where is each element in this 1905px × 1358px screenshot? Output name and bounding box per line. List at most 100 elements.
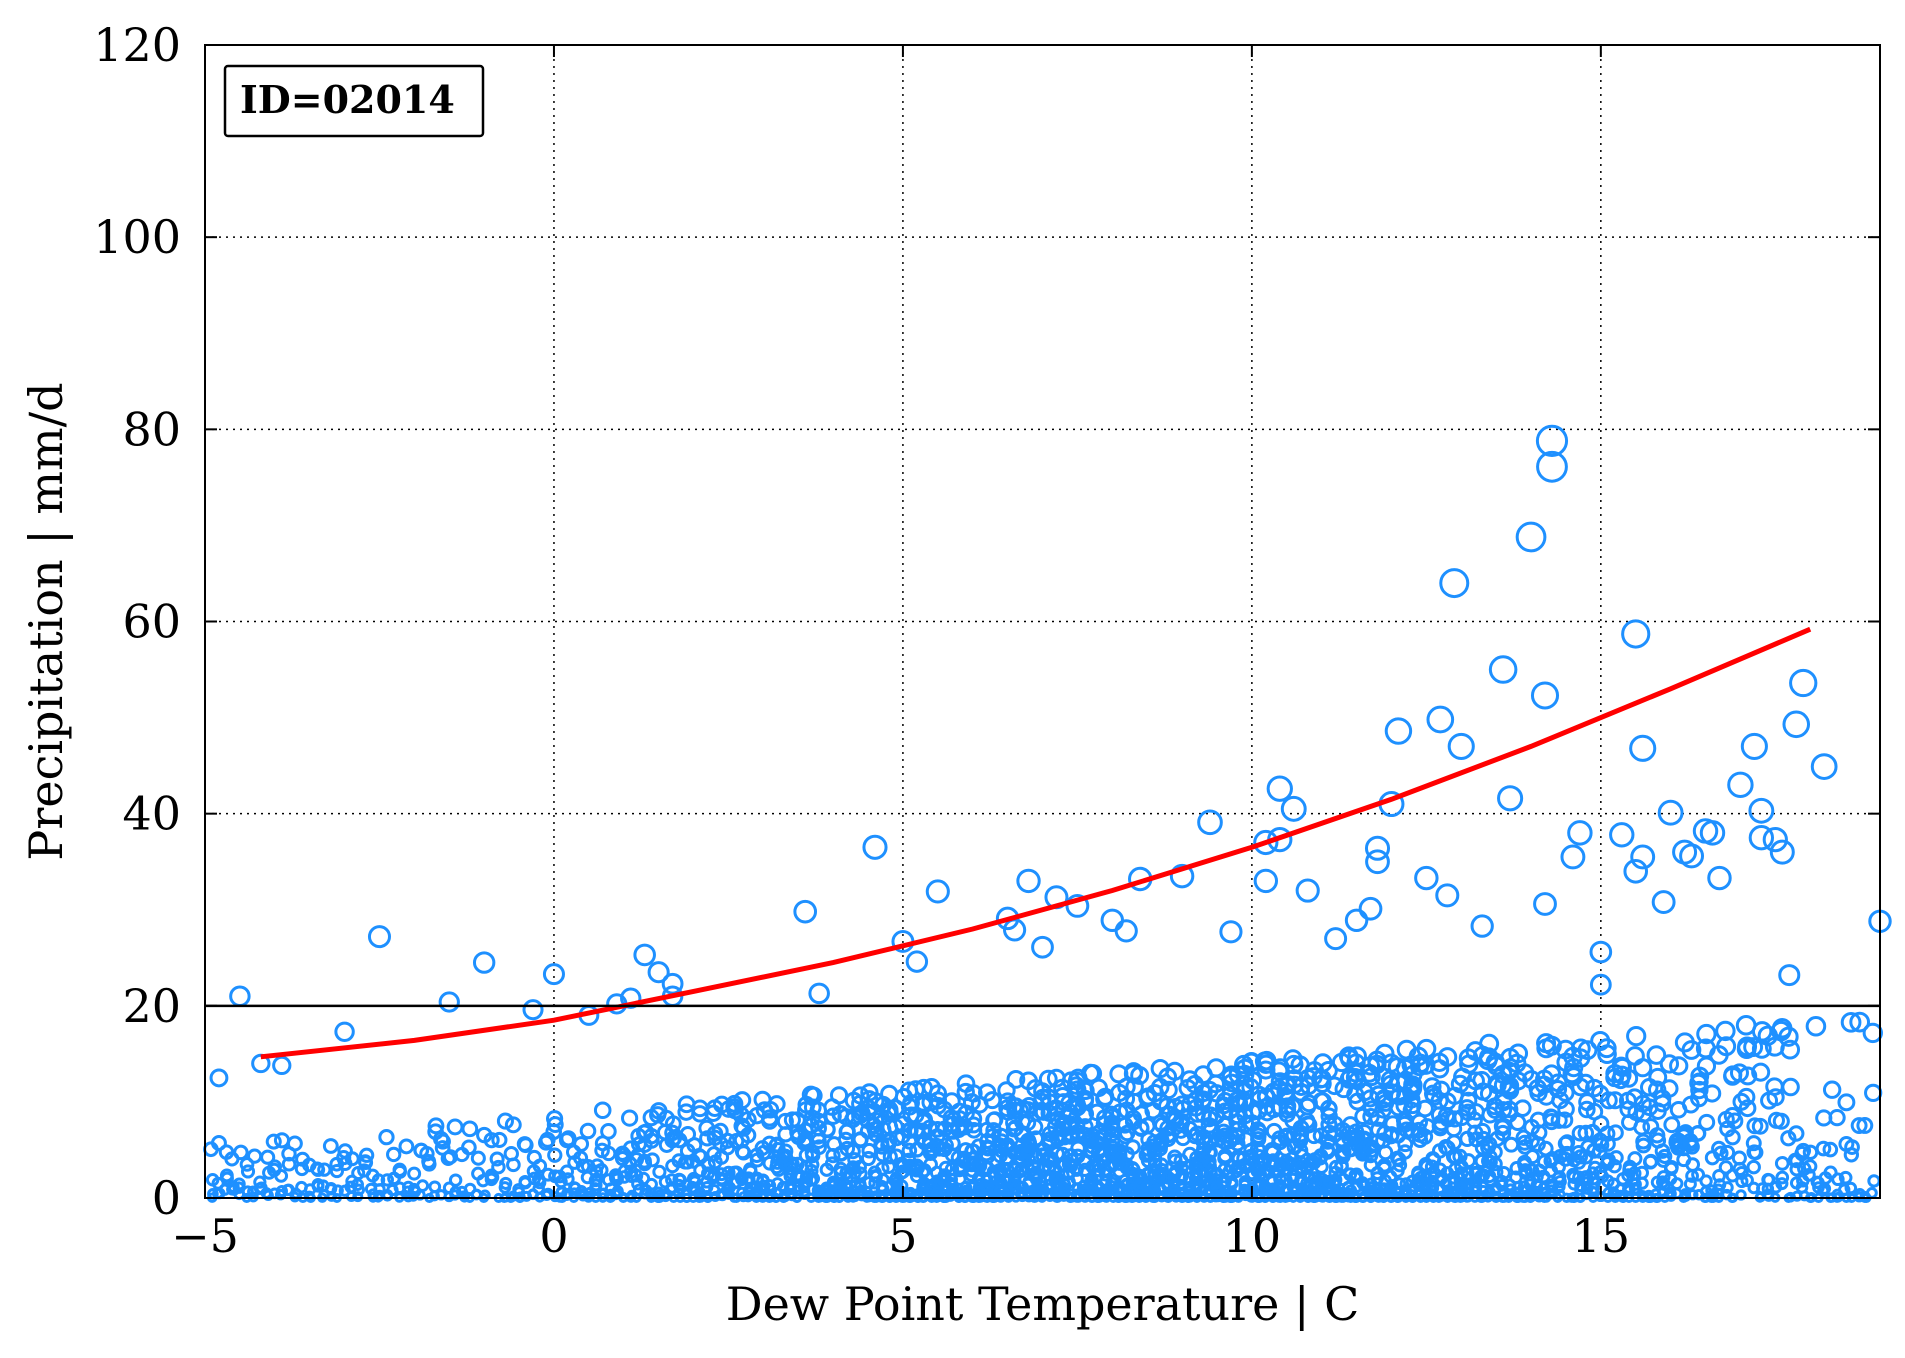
data-point: [1577, 1040, 1598, 1061]
data-point: [483, 1132, 500, 1149]
x-tick-label: 15: [1572, 1209, 1631, 1263]
data-point: [679, 1154, 695, 1170]
data-point: [767, 1095, 786, 1113]
data-point: [1238, 1178, 1252, 1192]
data-point: [1424, 1159, 1440, 1175]
data-point: [1377, 1158, 1392, 1173]
data-point: [1295, 878, 1320, 903]
data-point: [546, 1116, 564, 1134]
data-point: [1862, 1022, 1883, 1044]
data-point: [760, 1109, 779, 1127]
data-point: [1747, 1144, 1764, 1161]
data-point: [1277, 1141, 1294, 1157]
data-point: [1503, 1136, 1520, 1153]
data-point: [1256, 1060, 1276, 1080]
data-point: [1609, 822, 1635, 848]
data-point: [1197, 809, 1223, 836]
data-point: [1633, 1118, 1651, 1136]
data-point: [559, 1164, 575, 1179]
x-tick-label: 5: [888, 1209, 917, 1263]
data-point: [1363, 1147, 1379, 1164]
data-point: [1822, 1141, 1839, 1158]
data-point: [1076, 1105, 1095, 1123]
data-point: [862, 834, 888, 860]
data-point: [533, 1176, 547, 1190]
data-point: [1780, 1039, 1801, 1060]
data-point: [1250, 1163, 1265, 1179]
data-point: [1654, 1143, 1671, 1159]
data-point: [241, 1185, 254, 1198]
data-point: [491, 1159, 506, 1175]
data-point: [1729, 1063, 1749, 1083]
data-point: [1621, 1168, 1636, 1183]
data-point: [1125, 1160, 1140, 1176]
data-point: [1537, 1154, 1552, 1170]
data-point: [1635, 1176, 1649, 1190]
data-point: [1319, 1100, 1338, 1118]
data-point: [1738, 1099, 1757, 1118]
data-point: [547, 1147, 563, 1163]
data-point: [1657, 799, 1684, 826]
data-point: [829, 1086, 849, 1105]
data-point: [416, 1179, 430, 1193]
data-point: [1344, 908, 1369, 933]
data-point: [1740, 732, 1768, 760]
data-point: [220, 1171, 234, 1186]
data-point: [1775, 1177, 1789, 1191]
data-point: [1470, 914, 1494, 938]
data-point: [434, 1133, 451, 1150]
data-point: [1201, 1144, 1217, 1161]
data-point: [461, 1120, 479, 1138]
data-point: [1689, 1125, 1707, 1142]
data-point: [1719, 1144, 1736, 1161]
data-point: [358, 1147, 375, 1163]
data-point: [808, 982, 830, 1005]
data-point: [281, 1156, 297, 1172]
data-point: [310, 1161, 325, 1176]
data-point: [1867, 1174, 1881, 1188]
data-point: [1111, 1142, 1128, 1159]
data-point: [1648, 1127, 1666, 1144]
data-point: [1810, 753, 1838, 780]
y-tick-label: 80: [122, 402, 181, 456]
data-point: [1324, 927, 1348, 951]
data-point: [386, 1146, 402, 1163]
data-point: [1731, 1150, 1747, 1166]
data-point: [1607, 1124, 1624, 1141]
data-point: [633, 943, 656, 967]
data-point: [378, 1129, 395, 1146]
data-point: [472, 951, 496, 974]
data-point: [944, 1172, 958, 1187]
data-point: [1384, 717, 1413, 745]
data-point: [331, 1184, 344, 1197]
data-point: [438, 991, 460, 1013]
data-point: [1646, 1045, 1667, 1065]
data-point: [1823, 1165, 1838, 1180]
data-point: [461, 1139, 477, 1156]
data-point: [1100, 908, 1125, 933]
data-point: [1430, 1091, 1449, 1110]
data-point: [1038, 1069, 1058, 1089]
data-point: [860, 1185, 873, 1198]
data-point: [875, 1179, 889, 1193]
data-point: [649, 1106, 667, 1124]
data-point: [1273, 1172, 1287, 1186]
data-point: [1397, 1144, 1413, 1160]
data-point: [1533, 892, 1557, 916]
data-point: [1416, 1099, 1434, 1118]
data-point: [1382, 1128, 1400, 1145]
data-point: [804, 1173, 818, 1187]
data-point: [851, 1132, 868, 1149]
y-tick-label: 60: [122, 595, 181, 649]
data-point: [1497, 785, 1524, 812]
data-point: [1229, 1135, 1246, 1152]
data-point: [739, 1126, 757, 1144]
data-point: [1850, 1117, 1868, 1134]
y-tick-label: 0: [152, 1171, 181, 1225]
data-point: [1837, 1093, 1856, 1112]
data-point: [260, 1149, 276, 1165]
data-point: [1683, 1177, 1697, 1191]
data-point: [1541, 1035, 1562, 1056]
data-point: [1822, 1080, 1842, 1099]
